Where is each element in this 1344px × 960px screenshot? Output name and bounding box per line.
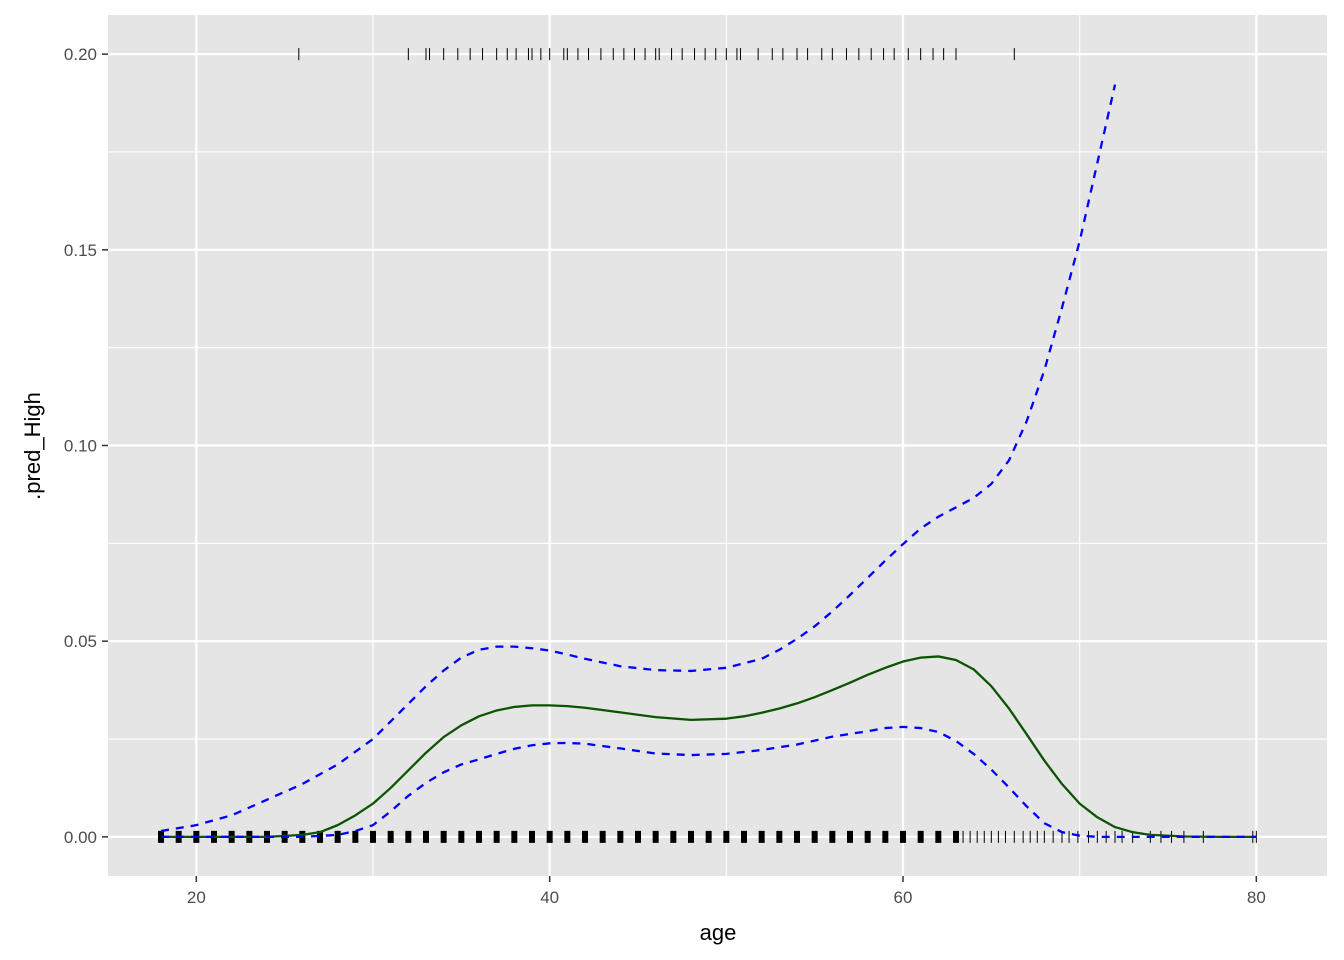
y-tick-label: 0.15 (64, 241, 97, 260)
x-tick-label: 60 (894, 888, 913, 907)
rug-mark-bottom-dense (953, 830, 959, 843)
x-tick-label: 80 (1247, 888, 1266, 907)
rug-mark-bottom-dense (705, 830, 712, 843)
y-tick-label: 0.20 (64, 45, 97, 64)
rug-mark-bottom-dense (387, 830, 394, 843)
rug-mark-bottom-dense (917, 830, 924, 843)
rug-mark-bottom-dense (864, 830, 871, 843)
rug-mark-bottom-dense (723, 830, 730, 843)
rug-mark-bottom-dense (423, 830, 429, 843)
rug-mark-bottom-dense (794, 830, 800, 843)
rug-mark-bottom-dense (352, 830, 359, 843)
rug-mark-bottom-dense (652, 830, 659, 843)
rug-mark-bottom-dense (529, 830, 535, 843)
y-tick-label: 0.10 (64, 437, 97, 456)
rug-mark-bottom-dense (317, 830, 323, 843)
ci-upper-line (160, 84, 1117, 833)
ci-lower-line (161, 725, 1257, 839)
rug-mark-bottom-dense (440, 830, 447, 843)
rug-mark-bottom-dense (741, 830, 747, 843)
x-tick-label: 20 (187, 888, 206, 907)
rug-mark-bottom-dense (582, 830, 588, 843)
rug-mark-bottom-dense (811, 830, 818, 843)
rug-mark-bottom-dense (476, 830, 482, 843)
rug-mark-bottom-dense (546, 830, 553, 843)
y-axis: 0.00 0.05 0.10 0.15 0.20 (64, 45, 108, 847)
rug-mark-bottom-dense (334, 830, 341, 843)
rug-mark-bottom-dense (776, 830, 783, 843)
y-axis-title: .pred_High (20, 392, 45, 500)
y-tick-label: 0.00 (64, 828, 97, 847)
rug-mark-bottom-dense (935, 830, 942, 843)
rug-mark-bottom-dense (829, 830, 836, 843)
rug-mark-bottom-dense (370, 830, 376, 843)
grid-major (108, 15, 1327, 876)
rug-mark-bottom-dense (900, 830, 906, 843)
rug-mark-bottom-dense (405, 830, 412, 843)
rug-mark-bottom-dense (599, 830, 606, 843)
y-tick-label: 0.05 (64, 632, 97, 651)
rug-mark-bottom-dense (688, 830, 694, 843)
x-axis-title: age (700, 920, 737, 945)
x-axis: 20 40 60 80 (187, 876, 1266, 907)
rug-mark-bottom-dense (882, 830, 889, 843)
rug-mark-bottom-dense (847, 830, 853, 843)
fit-line (161, 655, 1257, 839)
rug-mark-bottom-dense (758, 830, 765, 843)
series-lines (160, 84, 1257, 839)
x-tick-label: 40 (540, 888, 559, 907)
rug-mark-bottom-dense (670, 830, 677, 843)
rug-mark-bottom-dense (493, 830, 500, 843)
rug-mark-bottom-dense (617, 830, 624, 843)
rug-mark-bottom-dense (511, 830, 518, 843)
rug-mark-bottom-dense (458, 830, 465, 843)
rug-mark-bottom-dense (635, 830, 641, 843)
rug-mark-bottom-dense (564, 830, 571, 843)
